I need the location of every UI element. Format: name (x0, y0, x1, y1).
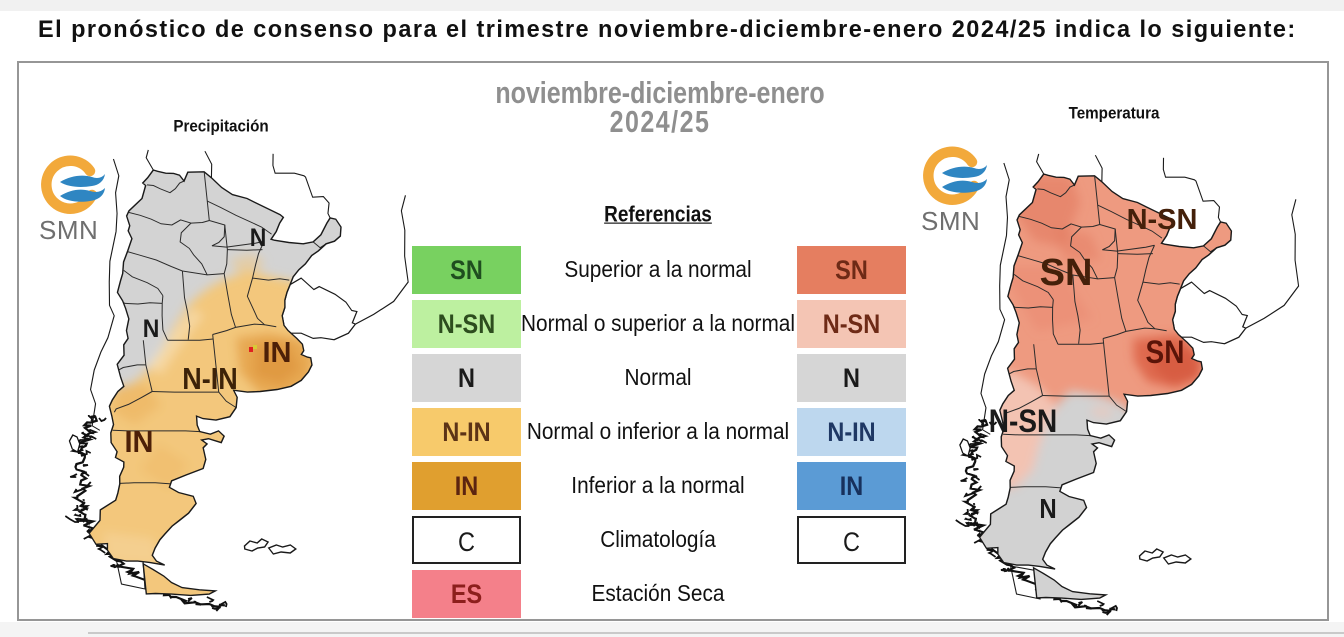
svg-text:N-SN: N-SN (989, 404, 1057, 439)
svg-text:N: N (250, 224, 267, 252)
svg-text:IN: IN (263, 337, 292, 369)
svg-text:N-SN: N-SN (1127, 204, 1198, 236)
svg-text:N: N (143, 315, 160, 343)
svg-text:SN: SN (1146, 335, 1185, 370)
svg-text:N-IN: N-IN (182, 363, 237, 397)
svg-text:IN: IN (125, 425, 154, 459)
svg-text:SN: SN (1040, 252, 1093, 294)
svg-text:SMN: SMN (39, 215, 98, 245)
svg-text:SMN: SMN (921, 206, 980, 236)
svg-text:N: N (1039, 495, 1056, 525)
